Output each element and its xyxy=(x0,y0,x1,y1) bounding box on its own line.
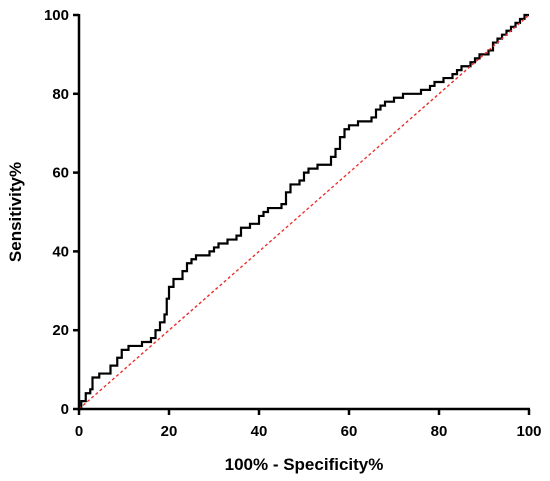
y-tick-label: 80 xyxy=(52,86,69,103)
x-tick-label: 60 xyxy=(341,423,358,440)
x-axis-title: 100% - Specificity% xyxy=(225,455,384,474)
x-tick-label: 100 xyxy=(516,423,541,440)
y-tick-label: 40 xyxy=(52,243,69,260)
reference-diagonal-line xyxy=(78,14,530,410)
x-tick-label: 20 xyxy=(161,423,178,440)
roc-curve-line xyxy=(79,13,529,411)
y-tick-label: 60 xyxy=(52,165,69,182)
x-axis: 0 20 40 60 80 100 xyxy=(75,407,542,440)
x-tick-label: 40 xyxy=(251,423,268,440)
y-axis-title: Sensitivity% xyxy=(6,162,25,262)
x-tick-label: 80 xyxy=(431,423,448,440)
y-tick-label: 0 xyxy=(61,401,69,418)
plot-area xyxy=(78,13,530,411)
y-tick-label: 100 xyxy=(44,7,69,24)
x-tick-label: 0 xyxy=(75,423,83,440)
y-axis: 0 20 40 60 80 100 xyxy=(44,7,81,418)
y-tick-label: 20 xyxy=(52,322,69,339)
